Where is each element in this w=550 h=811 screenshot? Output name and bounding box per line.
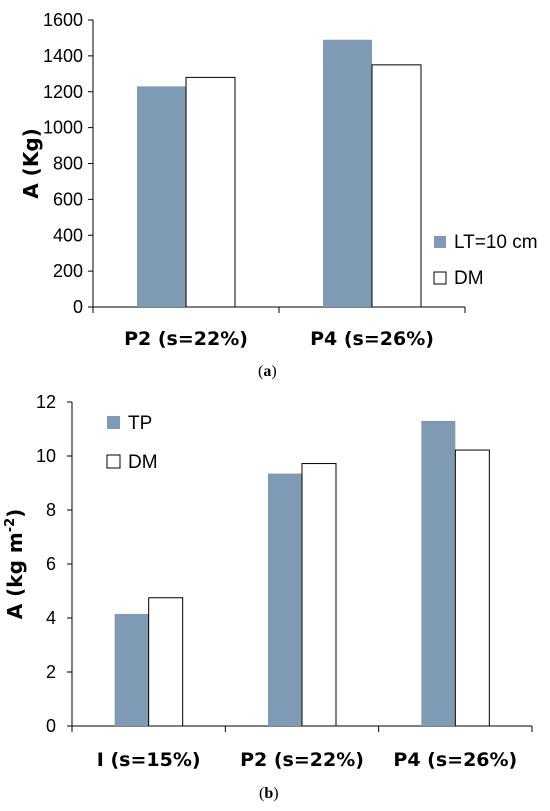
y-tick-label: 800 — [53, 154, 83, 174]
y-tick-label: 1400 — [43, 46, 83, 66]
bar-empty-1 — [371, 64, 422, 308]
bar-empty-0 — [148, 597, 184, 727]
y-tick-label: 1000 — [43, 118, 83, 138]
caption-b: (b) — [259, 785, 279, 802]
bar-filled-2 — [421, 420, 456, 726]
category-label: I (s=15%) — [97, 749, 201, 771]
legend-swatch-filled — [434, 236, 446, 248]
bar-filled-0 — [114, 613, 149, 726]
y-tick-label: 1600 — [43, 10, 83, 30]
y-tick-label: 1200 — [43, 82, 83, 102]
y-axis-title-close: ) — [3, 509, 27, 518]
caption-a: (a) — [258, 363, 277, 380]
y-tick-label: 0 — [46, 716, 56, 736]
y-tick-label: 12 — [36, 392, 56, 412]
category-label: P2 (s=22%) — [124, 328, 248, 350]
chart-a: 0 200 400 600 800 1000 1200 1400 1600 P2 (s=22%) P… — [19, 10, 538, 350]
y-tick-label: 8 — [46, 500, 56, 520]
category-label: P4 (s=26%) — [393, 749, 517, 771]
y-axis-title-text: A (kg m — [3, 532, 27, 619]
y-tick-label: 10 — [36, 446, 56, 466]
category-label: P4 (s=26%) — [310, 328, 434, 350]
y-tick-label: 2 — [46, 662, 56, 682]
y-axis-title: A (Kg) — [19, 128, 43, 199]
y-tick-label: 4 — [46, 608, 56, 628]
legend-label: DM — [128, 452, 158, 473]
legend-swatch-filled — [107, 416, 120, 429]
legend-label: TP — [128, 413, 152, 434]
bar-empty-0 — [185, 76, 236, 308]
y-axis-title: A (kg m-2) — [3, 509, 27, 620]
category-label: P2 (s=22%) — [240, 749, 364, 771]
y-tick-label: 0 — [73, 297, 83, 317]
legend-label: LT=10 cm — [454, 232, 538, 253]
legend-swatch-empty — [106, 454, 121, 469]
y-tick-label: 200 — [53, 261, 83, 281]
bar-filled-1 — [323, 39, 372, 307]
bar-empty-2 — [454, 449, 490, 727]
bar-filled-1 — [268, 473, 302, 726]
legend-swatch-empty — [433, 271, 447, 285]
y-axis-title-sup: -2 — [3, 518, 18, 532]
chart-b: 0 2 4 6 8 10 12 I (s=15%) P2 (s=22%) P4 (s=26%) A … — [3, 392, 533, 771]
y-tick-label: 6 — [46, 554, 56, 574]
bar-empty-1 — [301, 463, 337, 727]
bar-filled-0 — [137, 86, 186, 308]
y-tick-label: 400 — [53, 225, 83, 245]
y-tick-label: 600 — [53, 189, 83, 209]
legend-label: DM — [454, 268, 484, 289]
